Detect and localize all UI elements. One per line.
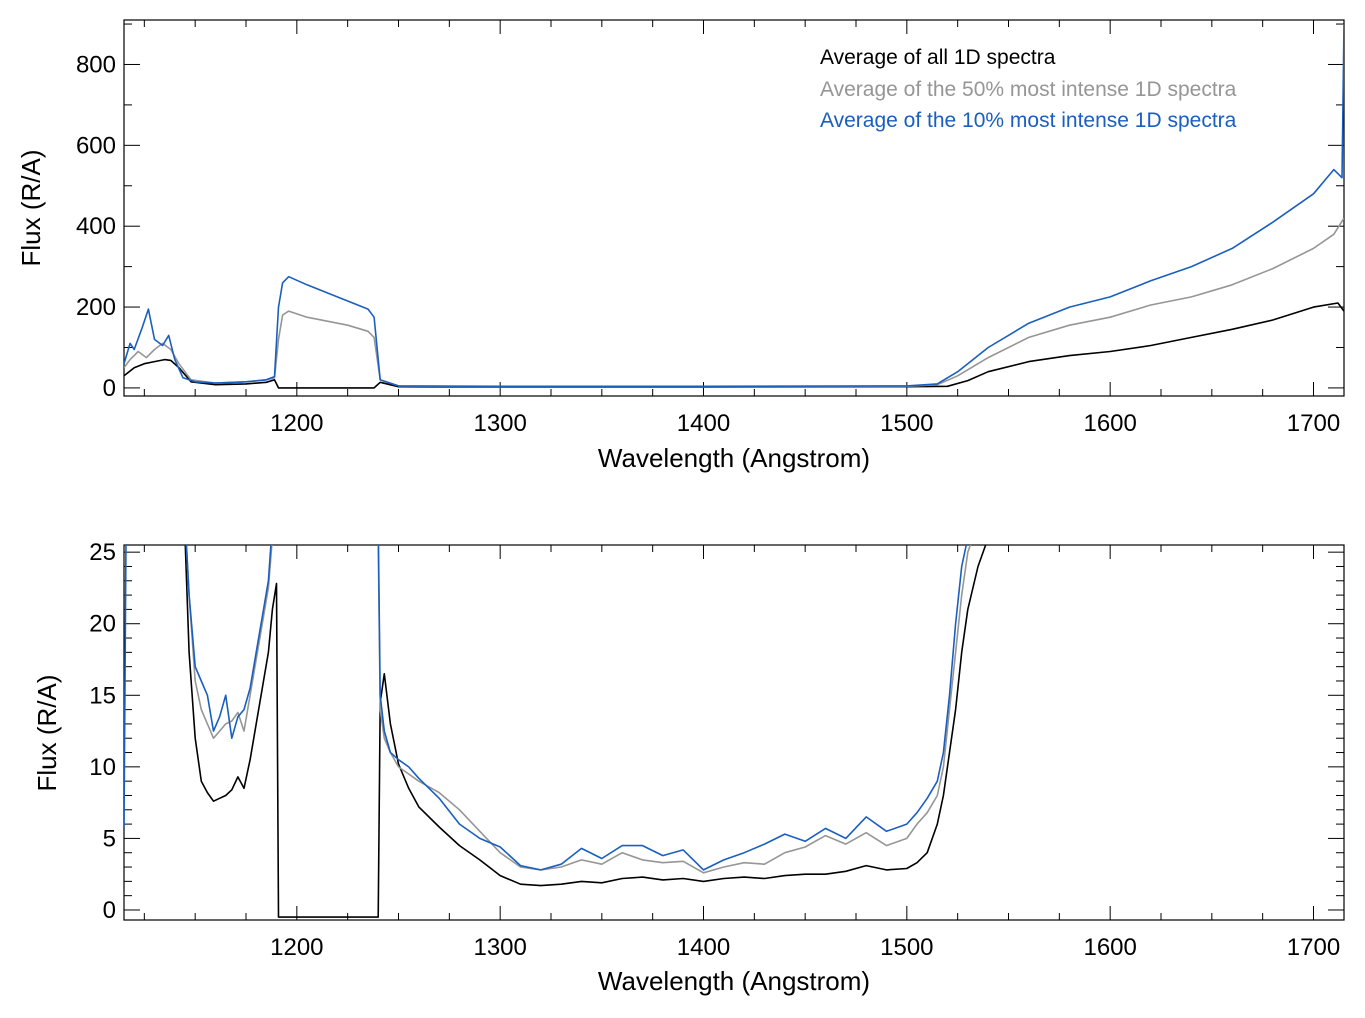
top-panel-tick-labels: 1200 1300 1400 1500 1600 1700 0 200 400 600 800 — [76, 51, 1340, 437]
bottom-panel-y-axis-title: Flux (R/A) — [32, 675, 62, 792]
y-tick-label: 600 — [76, 132, 116, 159]
y-tick-label: 5 — [103, 825, 116, 852]
top-panel-frame — [123, 19, 1345, 397]
y-tick-label: 10 — [89, 754, 116, 781]
top-panel: 1200 1300 1400 1500 1600 1700 0 200 400 600 800 Wa… — [16, 19, 1345, 473]
legend-entry-top50: Average of the 50% most intense 1D spect… — [820, 78, 1237, 101]
series-line-all — [184, 545, 987, 918]
series-line-top50 — [124, 217, 1344, 388]
bottom-panel-tick-labels: 1200 1300 1400 1500 1600 1700 0 5 10 15 20 25 — [89, 539, 1340, 961]
x-tick-label: 1400 — [677, 934, 730, 961]
y-tick-label: 400 — [76, 213, 116, 240]
y-tick-label: 200 — [76, 294, 116, 321]
y-tick-label: 0 — [103, 375, 116, 402]
x-tick-label: 1600 — [1083, 410, 1136, 437]
series-line-top10 — [124, 545, 968, 871]
y-tick-label: 25 — [89, 539, 116, 566]
bottom-panel-frame — [123, 544, 1345, 921]
series-line-top50 — [185, 545, 972, 874]
y-tick-label: 20 — [89, 611, 116, 638]
legend-entry-all: Average of all 1D spectra — [820, 46, 1056, 69]
y-tick-label: 0 — [103, 897, 116, 924]
x-tick-label: 1500 — [880, 934, 933, 961]
legend: Average of all 1D spectra Average of the… — [820, 46, 1237, 132]
x-tick-label: 1600 — [1083, 934, 1136, 961]
y-tick-label: 800 — [76, 51, 116, 78]
series-line-top10 — [124, 23, 1344, 388]
bottom-panel: 1200 1300 1400 1500 1600 1700 0 5 10 15 20 25 Wavel… — [32, 539, 1345, 996]
x-tick-label: 1700 — [1287, 410, 1340, 437]
bottom-panel-ticks — [124, 545, 1344, 920]
x-tick-label: 1200 — [270, 934, 323, 961]
top-panel-ticks — [124, 20, 1344, 396]
x-tick-label: 1700 — [1287, 934, 1340, 961]
x-tick-label: 1200 — [270, 410, 323, 437]
x-tick-label: 1300 — [473, 934, 526, 961]
top-panel-y-axis-title: Flux (R/A) — [16, 150, 46, 267]
bottom-panel-series — [124, 545, 987, 918]
y-tick-label: 15 — [89, 682, 116, 709]
top-panel-x-axis-title: Wavelength (Angstrom) — [598, 443, 870, 473]
x-tick-label: 1400 — [677, 410, 730, 437]
series-line-all — [124, 302, 1344, 389]
x-tick-label: 1500 — [880, 410, 933, 437]
x-tick-label: 1300 — [473, 410, 526, 437]
legend-entry-top10: Average of the 10% most intense 1D spect… — [820, 109, 1237, 132]
bottom-panel-x-axis-title: Wavelength (Angstrom) — [598, 966, 870, 996]
top-panel-series — [124, 23, 1344, 389]
